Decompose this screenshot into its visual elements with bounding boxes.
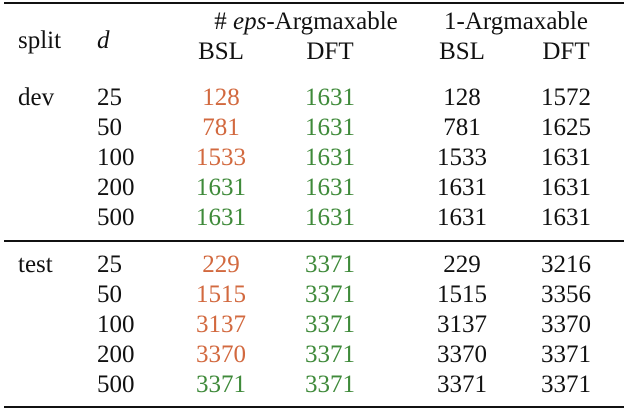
cell-one-dft: 3371 bbox=[541, 341, 591, 368]
cell-eps-dft: 1631 bbox=[305, 144, 355, 171]
cell-eps-bsl: 1631 bbox=[196, 204, 246, 231]
cell-d: 100 bbox=[97, 311, 135, 338]
cell-eps-dft: 1631 bbox=[305, 114, 355, 141]
cell-d: 25 bbox=[97, 251, 122, 278]
cell-eps-bsl: 1533 bbox=[196, 144, 246, 171]
header-one-bsl: BSL bbox=[439, 38, 485, 65]
cell-one-dft: 1625 bbox=[541, 114, 591, 141]
cell-one-bsl: 3371 bbox=[437, 371, 487, 398]
cell-one-bsl: 3137 bbox=[437, 311, 487, 338]
cell-one-dft: 3356 bbox=[541, 281, 591, 308]
cell-eps-bsl: 128 bbox=[202, 84, 240, 111]
cell-d: 50 bbox=[97, 114, 122, 141]
cell-eps-bsl: 3370 bbox=[196, 341, 246, 368]
cell-one-dft: 1572 bbox=[541, 84, 591, 111]
cell-one-dft: 1631 bbox=[541, 144, 591, 171]
header-split: split bbox=[18, 27, 62, 54]
cell-eps-dft: 3371 bbox=[305, 311, 355, 338]
cell-eps-bsl: 1515 bbox=[196, 281, 246, 308]
cell-one-dft: 3371 bbox=[541, 371, 591, 398]
cell-one-bsl: 1631 bbox=[437, 174, 487, 201]
cell-eps-dft: 1631 bbox=[305, 204, 355, 231]
header-eps-bsl: BSL bbox=[198, 38, 244, 65]
header-one-dft: DFT bbox=[542, 38, 590, 65]
cell-one-bsl: 229 bbox=[443, 251, 481, 278]
table-top-rule bbox=[4, 2, 624, 4]
table-mid-rule bbox=[4, 240, 624, 242]
cell-eps-dft: 3371 bbox=[305, 281, 355, 308]
cell-eps-dft: 3371 bbox=[305, 371, 355, 398]
cell-d: 100 bbox=[97, 144, 135, 171]
cell-one-dft: 3216 bbox=[541, 251, 591, 278]
cell-eps-bsl: 229 bbox=[202, 251, 240, 278]
cell-one-bsl: 3370 bbox=[437, 341, 487, 368]
cell-one-dft: 1631 bbox=[541, 204, 591, 231]
header-d: d bbox=[97, 27, 110, 54]
header-group-1-argmaxable: 1-Argmaxable bbox=[444, 8, 588, 35]
cell-eps-bsl: 3371 bbox=[196, 371, 246, 398]
cell-one-bsl: 128 bbox=[443, 84, 481, 111]
cell-one-bsl: 1631 bbox=[437, 204, 487, 231]
cell-eps-dft: 3371 bbox=[305, 341, 355, 368]
cell-d: 500 bbox=[97, 204, 135, 231]
cell-one-bsl: 1515 bbox=[437, 281, 487, 308]
cell-eps-dft: 1631 bbox=[305, 174, 355, 201]
cell-d: 25 bbox=[97, 84, 122, 111]
cell-one-dft: 3370 bbox=[541, 311, 591, 338]
cell-d: 200 bbox=[97, 341, 135, 368]
cell-eps-bsl: 3137 bbox=[196, 311, 246, 338]
cell-one-bsl: 781 bbox=[443, 114, 481, 141]
cell-one-bsl: 1533 bbox=[437, 144, 487, 171]
cell-d: 500 bbox=[97, 371, 135, 398]
cell-eps-bsl: 1631 bbox=[196, 174, 246, 201]
cell-eps-dft: 1631 bbox=[305, 84, 355, 111]
header-group-eps-argmaxable: # eps-Argmaxable bbox=[214, 8, 398, 35]
table-bottom-rule bbox=[4, 406, 624, 408]
cell-eps-dft: 3371 bbox=[305, 251, 355, 278]
split-label: test bbox=[18, 251, 53, 278]
split-label: dev bbox=[18, 84, 55, 111]
cell-one-dft: 1631 bbox=[541, 174, 591, 201]
cell-d: 200 bbox=[97, 174, 135, 201]
header-eps-dft: DFT bbox=[306, 38, 354, 65]
cell-eps-bsl: 781 bbox=[202, 114, 240, 141]
cell-d: 50 bbox=[97, 281, 122, 308]
